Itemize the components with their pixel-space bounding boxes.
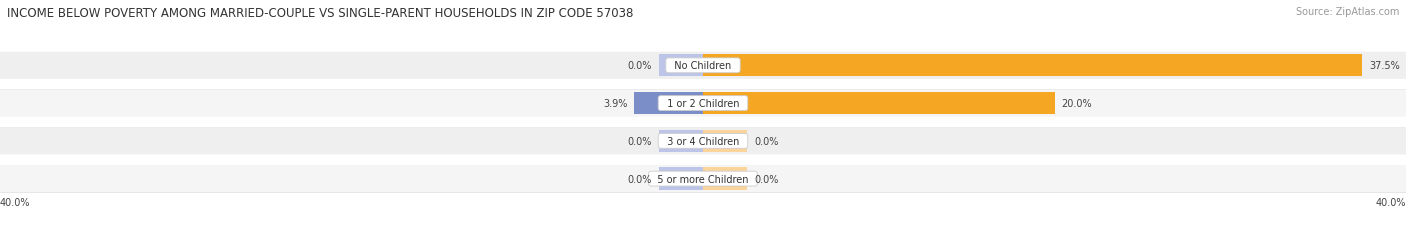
- FancyBboxPatch shape: [0, 165, 1406, 192]
- Text: 1 or 2 Children: 1 or 2 Children: [661, 99, 745, 109]
- Bar: [703, 130, 747, 152]
- Text: 3 or 4 Children: 3 or 4 Children: [661, 136, 745, 146]
- Bar: [703, 168, 747, 190]
- Text: 40.0%: 40.0%: [1375, 197, 1406, 207]
- Text: 0.0%: 0.0%: [754, 174, 779, 184]
- Text: 37.5%: 37.5%: [1369, 61, 1400, 71]
- Bar: [659, 55, 703, 77]
- FancyBboxPatch shape: [0, 90, 1406, 117]
- Text: 40.0%: 40.0%: [0, 197, 31, 207]
- Text: 3.9%: 3.9%: [603, 99, 627, 109]
- Bar: [659, 168, 703, 190]
- FancyBboxPatch shape: [0, 52, 1406, 79]
- Text: 0.0%: 0.0%: [627, 136, 652, 146]
- Text: 0.0%: 0.0%: [754, 136, 779, 146]
- Bar: [659, 130, 703, 152]
- Text: INCOME BELOW POVERTY AMONG MARRIED-COUPLE VS SINGLE-PARENT HOUSEHOLDS IN ZIP COD: INCOME BELOW POVERTY AMONG MARRIED-COUPL…: [7, 7, 634, 20]
- Bar: [634, 93, 703, 115]
- Text: 0.0%: 0.0%: [627, 174, 652, 184]
- Bar: [703, 55, 1362, 77]
- Text: 20.0%: 20.0%: [1062, 99, 1092, 109]
- FancyBboxPatch shape: [0, 128, 1406, 155]
- Text: Source: ZipAtlas.com: Source: ZipAtlas.com: [1295, 7, 1399, 17]
- Text: 5 or more Children: 5 or more Children: [651, 174, 755, 184]
- Bar: [703, 93, 1054, 115]
- Text: No Children: No Children: [668, 61, 738, 71]
- Text: 0.0%: 0.0%: [627, 61, 652, 71]
